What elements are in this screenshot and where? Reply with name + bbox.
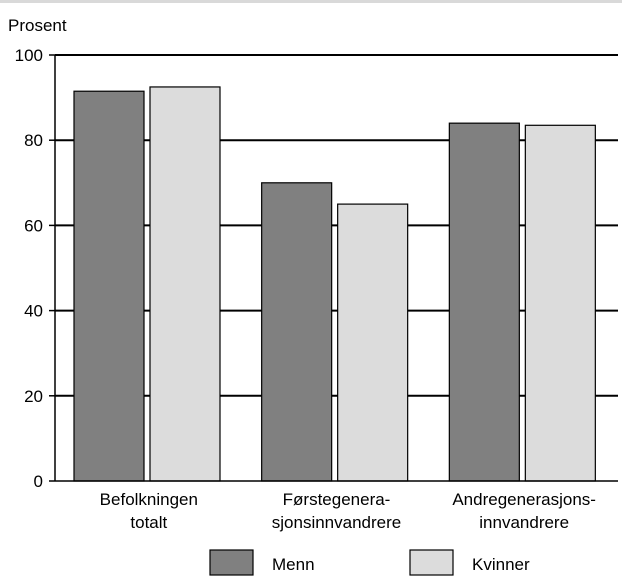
legend-label-kvinner: Kvinner (472, 555, 530, 574)
gridlines (55, 54, 618, 397)
x-tick-label-0-0: Befolkningen (100, 490, 198, 509)
y-axis-title: Prosent (8, 16, 67, 35)
axes (49, 54, 618, 482)
y-tick-label-80: 80 (24, 131, 43, 150)
legend: Menn Kvinner (209, 549, 530, 576)
x-tick-label-1-0: Førstegenera- (283, 490, 391, 509)
bar-menn-2 (448, 122, 520, 482)
x-tick-label-2-1: innvandrere (479, 513, 569, 532)
y-tick-label-0: 0 (34, 472, 43, 491)
top-border (0, 0, 622, 3)
y-tick-labels: 0 20 40 60 80 100 (15, 46, 43, 491)
x-tick-label-2-0: Andregenerasjons- (452, 490, 596, 509)
bar-kvinner-1 (337, 203, 409, 482)
x-tick-label-0-1: totalt (130, 513, 167, 532)
bar-menn-1 (261, 182, 333, 482)
x-tick-label-1-1: sjonsinnvandrere (272, 513, 401, 532)
y-tick-label-20: 20 (24, 387, 43, 406)
legend-swatch-menn (209, 549, 254, 576)
x-tick-labels: Befolkningen totalt Førstegenera-sjonsinnv… (100, 490, 596, 532)
bar-kvinner-2 (524, 124, 596, 482)
bar-menn-0 (73, 90, 145, 482)
legend-label-menn: Menn (272, 555, 315, 574)
y-tick-label-40: 40 (24, 302, 43, 321)
y-tick-label-100: 100 (15, 46, 43, 65)
y-tick-label-60: 60 (24, 216, 43, 235)
bars (73, 86, 596, 482)
bar-kvinner-0 (149, 86, 221, 482)
legend-swatch-kvinner (409, 549, 454, 576)
